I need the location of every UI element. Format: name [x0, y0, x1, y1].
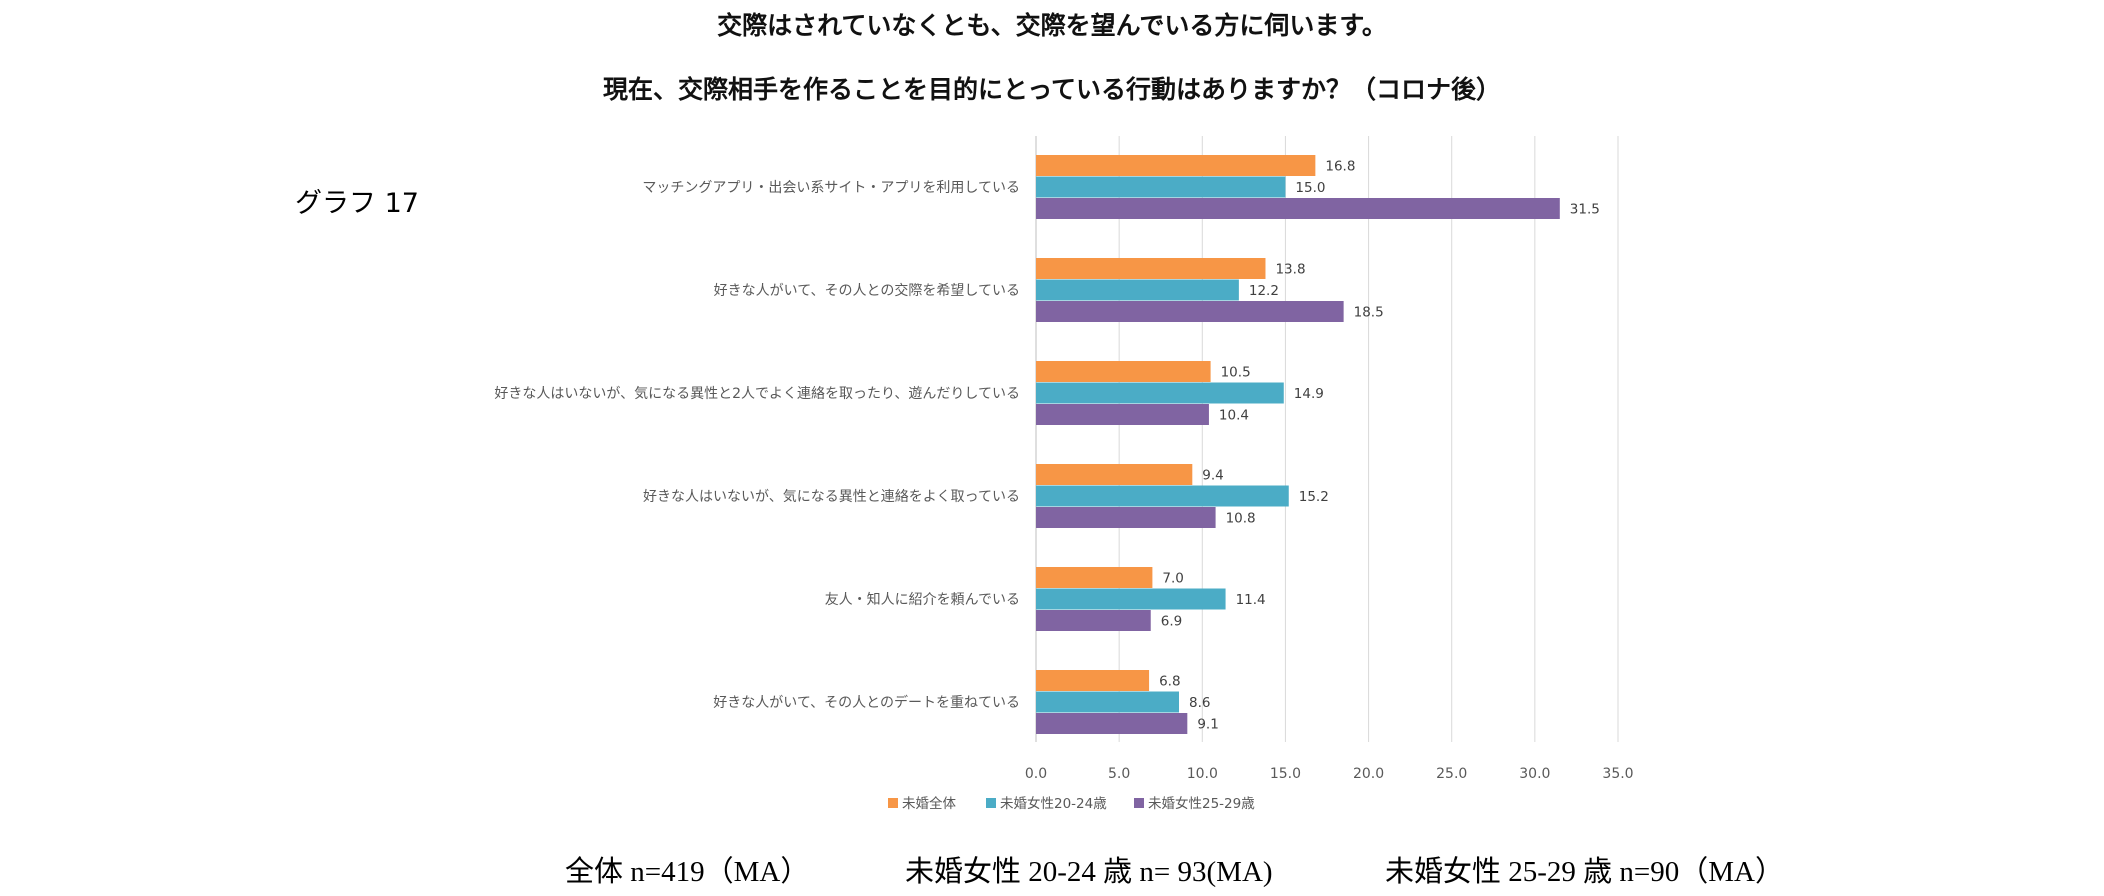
x-tick-label: 35.0 [1602, 766, 1633, 782]
graph-number-label: グラフ 17 [295, 188, 419, 219]
legend-label: 未婚全体 [902, 795, 956, 812]
category-label: 好きな人はいないが、気になる異性と2人でよく連絡を取ったり、遊んだりしている [494, 386, 1020, 402]
bar [1036, 713, 1188, 734]
data-label: 12.2 [1249, 283, 1279, 299]
bar [1036, 258, 1266, 279]
x-tick-label: 25.0 [1436, 766, 1467, 782]
bar [1036, 198, 1560, 219]
data-label: 15.2 [1299, 489, 1329, 505]
chart-title-line-1: 交際はされていなくとも、交際を望んでいる方に伺います。 [717, 11, 1387, 40]
footer-note-total: 全体 n=419（MA） [565, 856, 810, 888]
bar [1036, 567, 1153, 588]
x-tick-label: 0.0 [1025, 766, 1047, 782]
bar [1036, 485, 1289, 507]
category-label: マッチングアプリ・出会い系サイト・アプリを利用している [642, 180, 1020, 196]
data-label: 13.8 [1275, 262, 1305, 278]
bar [1036, 361, 1211, 382]
data-label: 10.8 [1226, 511, 1256, 527]
legend-label: 未婚女性25-29歳 [1148, 795, 1255, 812]
bar [1036, 155, 1316, 176]
data-label: 10.5 [1221, 365, 1251, 381]
data-label: 7.0 [1162, 571, 1183, 587]
data-label: 6.8 [1159, 674, 1180, 690]
legend-swatch [1134, 798, 1144, 808]
chart-title-line-2: 現在、交際相手を作ることを目的にとっている行動はありますか？（コロナ後） [602, 75, 1501, 104]
bar [1036, 404, 1209, 425]
footer-note-women-25-29: 未婚女性 25-29 歳 n=90（MA） [1385, 856, 1784, 888]
bar [1036, 176, 1286, 198]
category-label: 好きな人がいて、その人とのデートを重ねている [713, 694, 1020, 711]
bar [1036, 588, 1226, 610]
data-label: 11.4 [1236, 592, 1266, 608]
footer-note-women-20-24: 未婚女性 20-24 歳 n= 93(MA) [905, 856, 1273, 888]
data-label: 15.0 [1295, 180, 1325, 196]
bar [1036, 610, 1151, 631]
x-tick-label: 30.0 [1519, 766, 1550, 782]
legend-swatch [888, 798, 898, 808]
data-label: 10.4 [1219, 408, 1249, 424]
bar [1036, 279, 1239, 301]
bar [1036, 691, 1180, 713]
x-tick-label: 10.0 [1187, 766, 1218, 782]
data-label: 9.4 [1202, 468, 1223, 484]
x-tick-label: 5.0 [1108, 766, 1130, 782]
category-label: 友人・知人に紹介を頼んでいる [825, 591, 1020, 608]
data-label: 9.1 [1197, 717, 1218, 733]
data-label: 8.6 [1189, 695, 1210, 711]
x-tick-label: 20.0 [1353, 766, 1384, 782]
bar [1036, 464, 1193, 485]
data-label: 31.5 [1570, 202, 1600, 218]
legend-swatch [986, 798, 996, 808]
data-label: 14.9 [1294, 386, 1324, 402]
data-label: 18.5 [1354, 305, 1384, 321]
bar [1036, 670, 1150, 691]
data-label: 6.9 [1161, 614, 1182, 630]
legend-label: 未婚女性20-24歳 [1000, 795, 1107, 812]
bar [1036, 507, 1216, 528]
data-label: 16.8 [1325, 159, 1355, 175]
bar [1036, 301, 1344, 322]
bar [1036, 382, 1284, 404]
category-label: 好きな人がいて、その人との交際を希望している [714, 282, 1020, 299]
category-label: 好きな人はいないが、気になる異性と連絡をよく取っている [643, 489, 1020, 505]
x-tick-label: 15.0 [1270, 766, 1301, 782]
